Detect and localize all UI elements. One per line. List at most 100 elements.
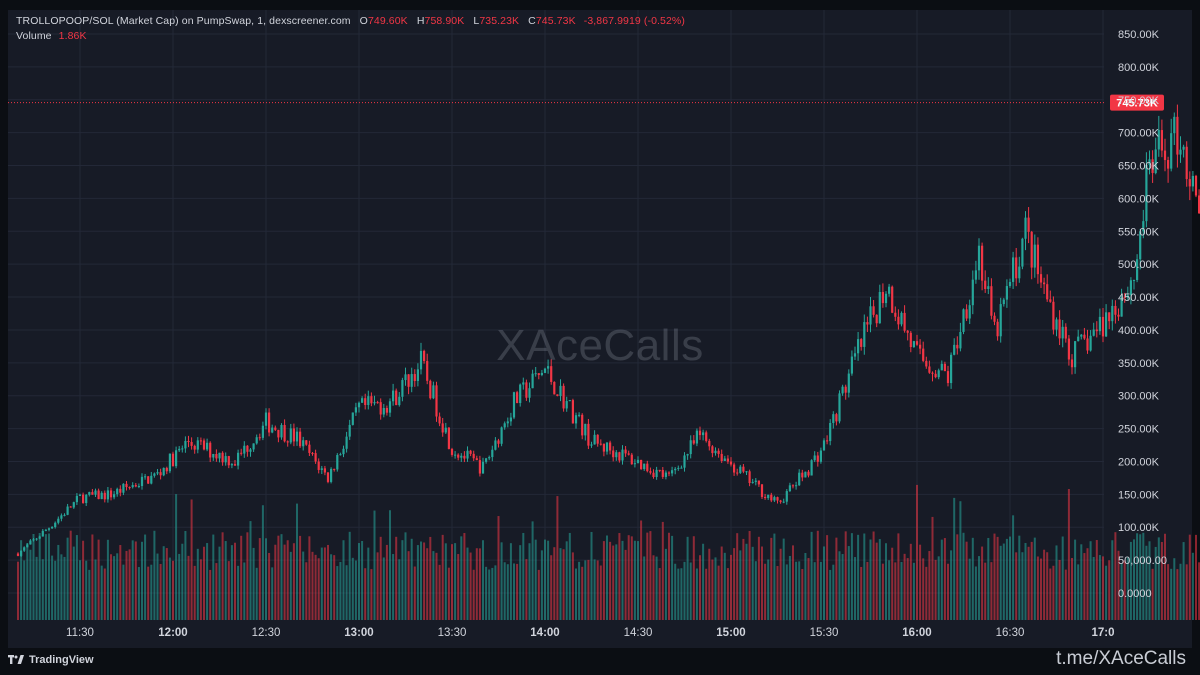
volume-bar — [252, 547, 255, 620]
candle-body — [237, 452, 240, 466]
candle-body — [181, 448, 184, 450]
volume-bar — [172, 560, 174, 620]
volume-bar — [947, 563, 949, 620]
volume-bar — [376, 552, 379, 620]
candle-body — [624, 449, 627, 454]
candle-body — [481, 461, 485, 474]
volume-bar — [243, 562, 246, 620]
candle-body — [1123, 296, 1126, 298]
candle-body — [816, 455, 819, 462]
volume-bar — [838, 551, 841, 620]
volume-bar — [336, 566, 339, 620]
candle-body — [581, 414, 584, 436]
candle-body — [209, 442, 212, 458]
candle-body — [258, 437, 261, 439]
volume-bar — [221, 532, 224, 620]
volume-bar — [1198, 562, 1200, 620]
volume-bar — [761, 546, 763, 620]
candle-body — [596, 434, 599, 444]
high-value: 758.90K — [424, 15, 465, 27]
candle-body — [999, 304, 1002, 337]
candle-body — [140, 476, 144, 487]
volume-bar — [1123, 560, 1126, 620]
volume-bar — [1136, 533, 1139, 620]
candle-body — [1092, 329, 1095, 336]
candle-body — [723, 458, 726, 461]
volume-bar — [940, 539, 943, 620]
volume-bar — [897, 533, 900, 620]
volume-bar — [51, 555, 54, 620]
volume-bar — [125, 550, 128, 620]
volume-bar — [26, 542, 29, 620]
volume-bar — [181, 543, 184, 620]
volume-bar — [829, 569, 832, 620]
candle-body — [419, 350, 423, 370]
volume-bar — [94, 559, 97, 620]
volume-bar — [881, 563, 884, 620]
volume-bar — [1009, 536, 1011, 620]
volume-bar — [835, 537, 838, 620]
candle-body — [1083, 334, 1086, 339]
change-value: -3,867.9919 (-0.52%) — [583, 15, 685, 27]
volume-bar — [668, 532, 670, 620]
candle-body — [556, 394, 559, 397]
volume-bar — [792, 545, 794, 620]
candle-body — [590, 444, 593, 446]
volume-bar — [128, 549, 131, 620]
volume-bar — [1114, 532, 1117, 620]
candle-body — [810, 460, 813, 476]
volume-bar — [246, 532, 249, 620]
candle-body — [900, 312, 903, 325]
volume-bar — [606, 535, 608, 620]
candle-body — [550, 366, 553, 382]
volume-bar — [550, 555, 553, 620]
candle-body — [919, 344, 922, 349]
volume-bar — [454, 543, 457, 620]
x-tick-label: 17:0 — [1091, 627, 1114, 639]
volume-bar — [199, 559, 202, 620]
candle-body — [946, 371, 950, 384]
candle-body — [416, 369, 419, 381]
candle-body — [162, 467, 165, 476]
volume-bar — [922, 558, 925, 620]
volume-bar — [714, 557, 717, 620]
candle-body — [627, 453, 630, 455]
volume-bar — [717, 565, 720, 620]
candle-body — [711, 446, 714, 454]
candle-body — [658, 469, 661, 471]
candle-body — [1086, 338, 1089, 351]
volume-bar — [581, 566, 584, 620]
volume-bar — [1071, 557, 1073, 620]
candle-body — [1046, 284, 1049, 300]
candle-body — [977, 245, 981, 271]
candle-body — [534, 373, 537, 375]
volume-bar — [553, 547, 556, 620]
candle-body — [109, 490, 113, 498]
y-tick-label: 800.00K — [1118, 62, 1160, 74]
volume-bar — [850, 533, 853, 620]
volume-bar — [1027, 546, 1030, 620]
candle-body — [16, 553, 20, 556]
tradingview-brand[interactable]: TradingView — [8, 654, 94, 666]
volume-bar — [119, 545, 122, 620]
candle-body — [485, 458, 488, 462]
candle-body — [776, 497, 779, 501]
volume-bar — [925, 566, 928, 620]
volume-bar — [1182, 542, 1185, 620]
volume-bar — [1061, 536, 1064, 620]
volume-bar — [299, 535, 302, 620]
volume-bar — [398, 559, 401, 620]
candle-body — [990, 286, 993, 316]
candle-body — [221, 452, 224, 463]
volume-bar — [333, 555, 336, 620]
candle-body — [863, 322, 866, 347]
candle-body — [361, 398, 364, 403]
volume-bar — [1064, 569, 1067, 620]
candle-body — [302, 440, 305, 447]
volume-bar — [209, 569, 212, 620]
candle-body — [460, 455, 463, 458]
volume-bar — [1148, 541, 1151, 620]
candle-body — [537, 373, 540, 376]
